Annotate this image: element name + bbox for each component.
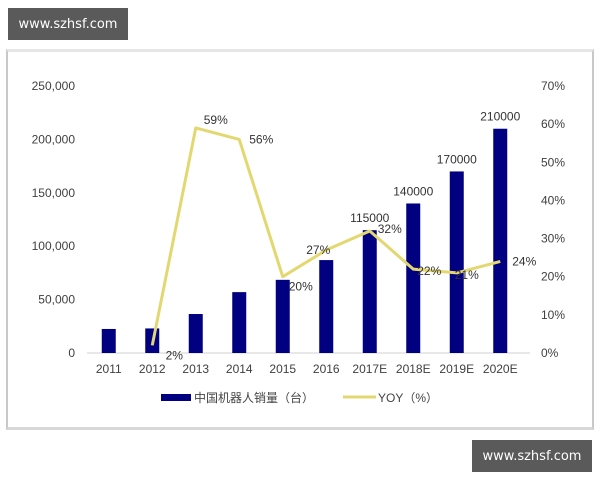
yoy-label: 27% [306,243,330,257]
watermark-top: www.szhsf.com [8,8,128,40]
bar [232,292,247,353]
right-axis-tick: 20% [541,270,565,284]
yoy-label: 21% [455,268,479,282]
bar-label: 170000 [437,152,477,166]
bar [101,328,116,353]
bar-label: 140000 [393,184,433,198]
x-axis-label: 2019E [439,362,474,376]
bar [406,203,421,353]
yoy-label: 2% [166,348,184,362]
x-axis-label: 2020E [483,362,518,376]
combo-chart: 0 50,000 100,000 150,000 200,000 250,000 0% 10%… [32,79,566,405]
x-axis-label: 2013 [182,362,209,376]
yoy-label: 56% [249,132,273,146]
yoy-label: 22% [417,264,441,278]
legend-bar-swatch [161,394,191,401]
right-axis-tick: 0% [541,346,559,360]
left-axis-tick: 50,000 [38,293,75,307]
bar [275,279,290,353]
left-axis-tick: 250,000 [32,79,76,93]
yoy-label: 24% [512,254,536,268]
bar [493,128,508,353]
bar [188,314,203,353]
yoy-label: 32% [378,222,402,236]
bar [362,230,377,353]
right-axis-tick: 10% [541,308,565,322]
x-axis-label: 2011 [96,362,122,376]
legend-line-label: YOY（%） [378,391,438,405]
x-axis-label: 2018E [396,362,431,376]
right-axis-tick: 50% [541,155,565,169]
left-axis-tick: 150,000 [32,186,76,200]
x-axis-label: 2016 [313,362,340,376]
legend-bar-label: 中国机器人销量（台） [194,390,314,405]
right-axis-tick: 30% [541,232,565,246]
right-axis-tick: 40% [541,193,565,207]
bar-label: 115000 [350,211,389,225]
right-axis-tick: 60% [541,117,565,131]
right-axis-tick: 70% [541,79,565,93]
x-axis-label: 2015 [269,362,296,376]
bar-label: 210000 [480,110,520,124]
left-axis-tick: 100,000 [32,239,76,253]
bar [449,171,464,353]
yoy-label: 59% [204,113,228,127]
left-axis-tick: 0 [68,346,75,360]
x-axis-label: 2014 [226,362,253,376]
yoy-line [150,126,501,346]
x-axis-label: 2012 [139,362,166,376]
yoy-label: 20% [289,280,313,294]
left-axis-tick: 200,000 [32,132,76,146]
bar [319,260,334,353]
chart-frame: 0 50,000 100,000 150,000 200,000 250,000 0% 10%… [6,49,594,430]
x-axis-label: 2017E [352,362,387,376]
watermark-bottom: www.szhsf.com [472,440,592,472]
